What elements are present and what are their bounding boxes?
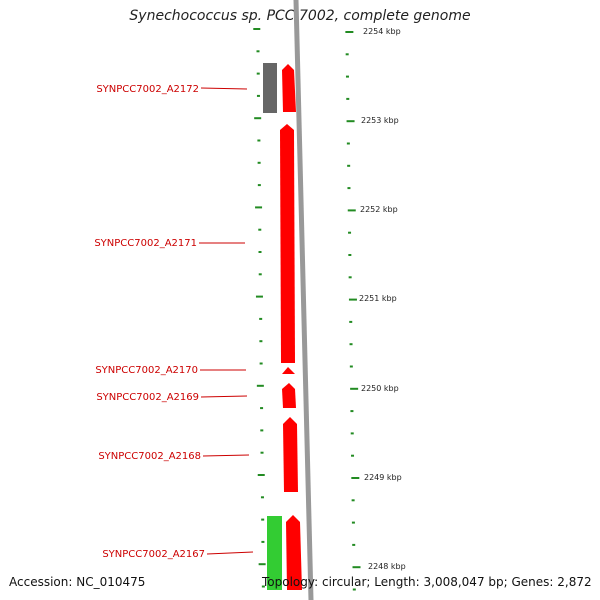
- ruler-tick: [260, 429, 264, 432]
- gene-a2168-leader: [202, 454, 250, 457]
- ruler-tick: [258, 273, 262, 276]
- ruler-tick: [255, 206, 263, 209]
- gene-a2172-feature[interactable]: [282, 64, 296, 112]
- gene-a2171-feature[interactable]: [280, 124, 295, 363]
- ruler-ticks-left: [253, 28, 266, 588]
- ruler-tick: [260, 451, 264, 454]
- gene-a2169-leader: [200, 395, 248, 398]
- ruler-tick: [261, 518, 265, 521]
- ruler-tick: [352, 543, 356, 546]
- ruler-tick: [349, 320, 353, 323]
- ruler-tick: [347, 187, 351, 190]
- ruler-tick: [259, 362, 263, 365]
- ruler-tick: [350, 432, 354, 435]
- genome-summary-text: Topology: circular; Length: 3,008,047 bp…: [262, 575, 592, 589]
- ruler-tick: [256, 94, 260, 97]
- gene-label-a2172: SYNPCC7002_A2172: [96, 84, 199, 95]
- ruler-tick: [351, 499, 355, 502]
- ruler-tick: [346, 142, 350, 145]
- ruler-tick: [256, 72, 260, 75]
- ruler-tick: [347, 164, 351, 167]
- ruler-tick: [254, 117, 262, 120]
- kbp-label-2253: 2253 kbp: [361, 116, 399, 125]
- ruler-tick: [350, 387, 359, 390]
- ruler-tick: [257, 474, 265, 476]
- gene-a2169-feature[interactable]: [282, 383, 296, 408]
- gene-a2167-feature[interactable]: [286, 515, 302, 590]
- ruler-tick: [347, 209, 356, 212]
- gene-label-a2168: SYNPCC7002_A2168: [98, 451, 201, 462]
- ruler-tick: [348, 298, 357, 301]
- ruler-tick: [260, 407, 264, 410]
- accession-text: Accession: NC_010475: [9, 575, 146, 589]
- ruler-tick: [346, 120, 355, 123]
- ruler-tick: [352, 566, 361, 569]
- ruler-tick: [257, 139, 261, 142]
- ruler-tick: [257, 161, 261, 164]
- ruler-tick: [255, 295, 263, 298]
- gene-a2172-leader: [200, 87, 248, 90]
- gene-label-a2171: SYNPCC7002_A2171: [94, 238, 197, 249]
- ruler-tick: [351, 454, 355, 457]
- gene-label-a2167: SYNPCC7002_A2167: [102, 549, 205, 560]
- ruler-tick: [348, 254, 352, 256]
- kbp-label-2250: 2250 kbp: [361, 384, 399, 393]
- ruler-tick: [351, 521, 355, 524]
- ruler-tick: [258, 228, 262, 231]
- ruler-tick: [256, 384, 264, 387]
- ruler-tick: [345, 31, 354, 33]
- ruler-tick: [261, 585, 265, 588]
- genome-backbone: [293, 0, 314, 600]
- gene-a2168-feature[interactable]: [283, 417, 298, 492]
- ruler-tick: [349, 365, 353, 368]
- ruler-tick: [352, 588, 356, 591]
- gene-a2167-green-block[interactable]: [267, 516, 282, 590]
- ruler-tick: [346, 97, 350, 100]
- ruler-tick: [345, 75, 349, 78]
- ruler-tick: [348, 231, 352, 234]
- ruler-tick: [349, 343, 353, 346]
- ruler-tick: [260, 496, 264, 499]
- ruler-tick: [259, 317, 263, 320]
- ruler-tick: [253, 28, 261, 30]
- ruler-tick: [350, 410, 354, 413]
- gene-label-a2169: SYNPCC7002_A2169: [96, 392, 199, 403]
- ruler-tick: [261, 540, 265, 543]
- genome-title: Synechococcus sp. PCC 7002, complete gen…: [129, 8, 471, 24]
- kbp-label-2254: 2254 kbp: [363, 27, 401, 36]
- ruler-tick: [345, 53, 349, 56]
- ruler-tick: [348, 276, 352, 279]
- kbp-label-2251: 2251 kbp: [359, 294, 397, 303]
- ruler-tick: [258, 563, 266, 566]
- gene-label-a2170: SYNPCC7002_A2170: [95, 365, 198, 376]
- ruler-tick: [258, 251, 262, 253]
- gene-a2172-block[interactable]: [263, 63, 277, 113]
- ruler-tick: [259, 340, 263, 343]
- ruler-ticks-right: [345, 31, 361, 591]
- kbp-label-2252: 2252 kbp: [360, 205, 398, 214]
- kbp-label-2248: 2248 kbp: [368, 562, 406, 571]
- ruler-tick: [256, 50, 260, 53]
- kbp-label-2249: 2249 kbp: [364, 473, 402, 482]
- gene-a2170-feature[interactable]: [282, 367, 295, 374]
- ruler-tick: [351, 477, 360, 479]
- ruler-tick: [257, 184, 261, 187]
- gene-a2167-leader: [206, 551, 254, 555]
